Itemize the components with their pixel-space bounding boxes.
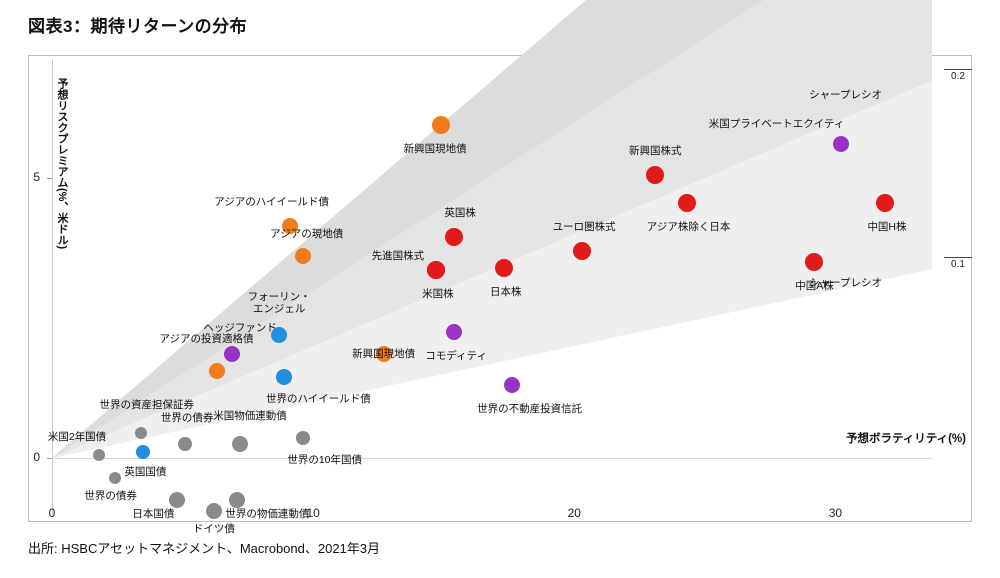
scatter-point-label: 米国株 xyxy=(422,288,454,301)
scatter-point-label: 世界の債券 xyxy=(160,411,214,424)
scatter-point-label: 新興国株式 xyxy=(628,145,682,158)
scatter-point-label: 英国国債 xyxy=(124,466,167,479)
scatter-point-label: 世界のハイイールド債 xyxy=(265,392,371,405)
scatter-point[interactable] xyxy=(281,217,298,234)
y-tick-label: 5 xyxy=(33,170,40,184)
scatter-point-label: ドイツ債 xyxy=(192,523,235,536)
scatter-point[interactable] xyxy=(432,115,451,134)
scatter-point[interactable] xyxy=(178,437,193,451)
source-note: 出所: HSBCアセットマネジメント、Macrobond、2021年3月 xyxy=(28,541,381,556)
x-tick-label: 20 xyxy=(567,506,581,520)
scatter-point-label: 米国プライベートエクイティ xyxy=(708,118,845,131)
sharpe-ratio-label: シャープレシオ xyxy=(809,277,882,290)
scatter-point-label: ユーロ圏株式 xyxy=(552,220,616,233)
scatter-point[interactable] xyxy=(108,471,121,484)
scatter-point-label: 中国A株 xyxy=(795,279,834,292)
scatter-point[interactable] xyxy=(229,492,246,508)
scatter-point[interactable] xyxy=(677,194,696,213)
scatter-point[interactable] xyxy=(169,492,186,508)
scatter-point-label: 世界の資産担保証券 xyxy=(99,398,195,411)
scatter-point[interactable] xyxy=(134,426,147,439)
scatter-point-label: 米国2年国債 xyxy=(47,431,107,444)
scatter-point-label: 新興国現地債 xyxy=(352,348,416,361)
page-title: 図表3：期待リターンの分布 xyxy=(28,17,248,36)
scatter-point[interactable] xyxy=(832,136,849,153)
x-axis-label: 予想ボラティリティ(%) xyxy=(845,433,966,445)
scatter-point[interactable] xyxy=(375,346,392,363)
y-tick-mark xyxy=(47,178,52,179)
x-tick-label: 0 xyxy=(48,506,56,520)
x-tick-label: 10 xyxy=(306,506,320,520)
scatter-point-label: 英国株 xyxy=(444,206,476,219)
scatter-point-label: アジアのハイイールド債 xyxy=(214,195,330,208)
scatter-point-label: 先進国株式 xyxy=(371,250,425,263)
scatter-point-label: 世界の10年国債 xyxy=(287,454,363,467)
scatter-point-label: 米国物価連動債 xyxy=(213,409,287,422)
scatter-point-label: アジアの現地債 xyxy=(270,228,344,241)
y-tick-mark xyxy=(47,458,52,459)
scatter-point[interactable] xyxy=(494,258,513,277)
scatter-point-label: 新興国現地債 xyxy=(403,142,467,155)
scatter-point[interactable] xyxy=(875,194,894,213)
scatter-point[interactable] xyxy=(93,449,105,462)
scatter-point[interactable] xyxy=(208,363,225,380)
scatter-point[interactable] xyxy=(446,324,463,340)
scatter-point[interactable] xyxy=(573,241,592,260)
y-tick-label: 0 xyxy=(33,450,40,464)
scatter-point-label: 世界の物価連動債 xyxy=(225,507,310,520)
scatter-point[interactable] xyxy=(224,346,241,363)
scatter-point-label: アジアの投資適格債 xyxy=(159,333,254,346)
x-tick-label: 30 xyxy=(828,506,843,520)
scatter-point-label: フォーリン・ エンジェル xyxy=(247,290,311,315)
scatter-point-label: コモディティ xyxy=(425,349,487,362)
scatter-point[interactable] xyxy=(295,431,310,446)
scatter-point[interactable] xyxy=(271,326,288,343)
y-axis-label: 予想リスクプレミアム(%、米ドル) xyxy=(56,78,68,250)
scatter-point-label: 世界の債券 xyxy=(84,489,137,502)
scatter-point[interactable] xyxy=(445,227,464,246)
y-axis-line xyxy=(52,60,53,515)
scatter-point-label: アジア株除く日本 xyxy=(646,221,731,234)
scatter-point-label: 日本国債 xyxy=(132,507,175,520)
sharpe-ratio-label: シャープレシオ xyxy=(809,88,882,101)
scatter-point[interactable] xyxy=(205,503,222,520)
x-axis-baseline xyxy=(52,458,932,459)
scatter-point[interactable] xyxy=(503,377,520,394)
sharpe-ratio-tick: 0.2 xyxy=(944,68,972,82)
scatter-point[interactable] xyxy=(646,166,665,185)
sharpe-ratio-tick: 0.1 xyxy=(944,257,972,270)
scatter-point[interactable] xyxy=(276,368,293,385)
scatter-point-label: 日本株 xyxy=(490,285,522,298)
scatter-point-label: ヘッジファンド xyxy=(203,322,277,335)
scatter-point[interactable] xyxy=(294,248,311,265)
scatter-point[interactable] xyxy=(805,253,824,271)
scatter-point[interactable] xyxy=(426,261,445,280)
scatter-point-label: 中国H株 xyxy=(867,221,907,234)
scatter-point[interactable] xyxy=(136,445,151,460)
scatter-point[interactable] xyxy=(232,436,248,452)
scatter-point-label: 世界の不動産投資信託 xyxy=(477,403,583,416)
